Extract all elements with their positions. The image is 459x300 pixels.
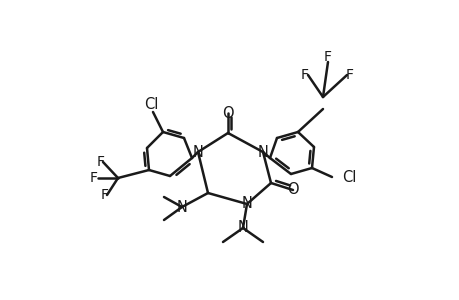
Text: Cl: Cl	[341, 169, 356, 184]
Text: N: N	[241, 196, 252, 211]
Text: F: F	[101, 188, 109, 202]
Text: O: O	[222, 106, 233, 121]
Text: N: N	[192, 145, 203, 160]
Text: Cl: Cl	[144, 97, 158, 112]
Text: N: N	[237, 220, 248, 236]
Text: N: N	[257, 145, 268, 160]
Text: F: F	[300, 68, 308, 82]
Text: F: F	[323, 50, 331, 64]
Text: O: O	[286, 182, 298, 197]
Text: F: F	[90, 171, 98, 185]
Text: F: F	[97, 155, 105, 169]
Text: F: F	[345, 68, 353, 82]
Text: N: N	[176, 200, 187, 214]
